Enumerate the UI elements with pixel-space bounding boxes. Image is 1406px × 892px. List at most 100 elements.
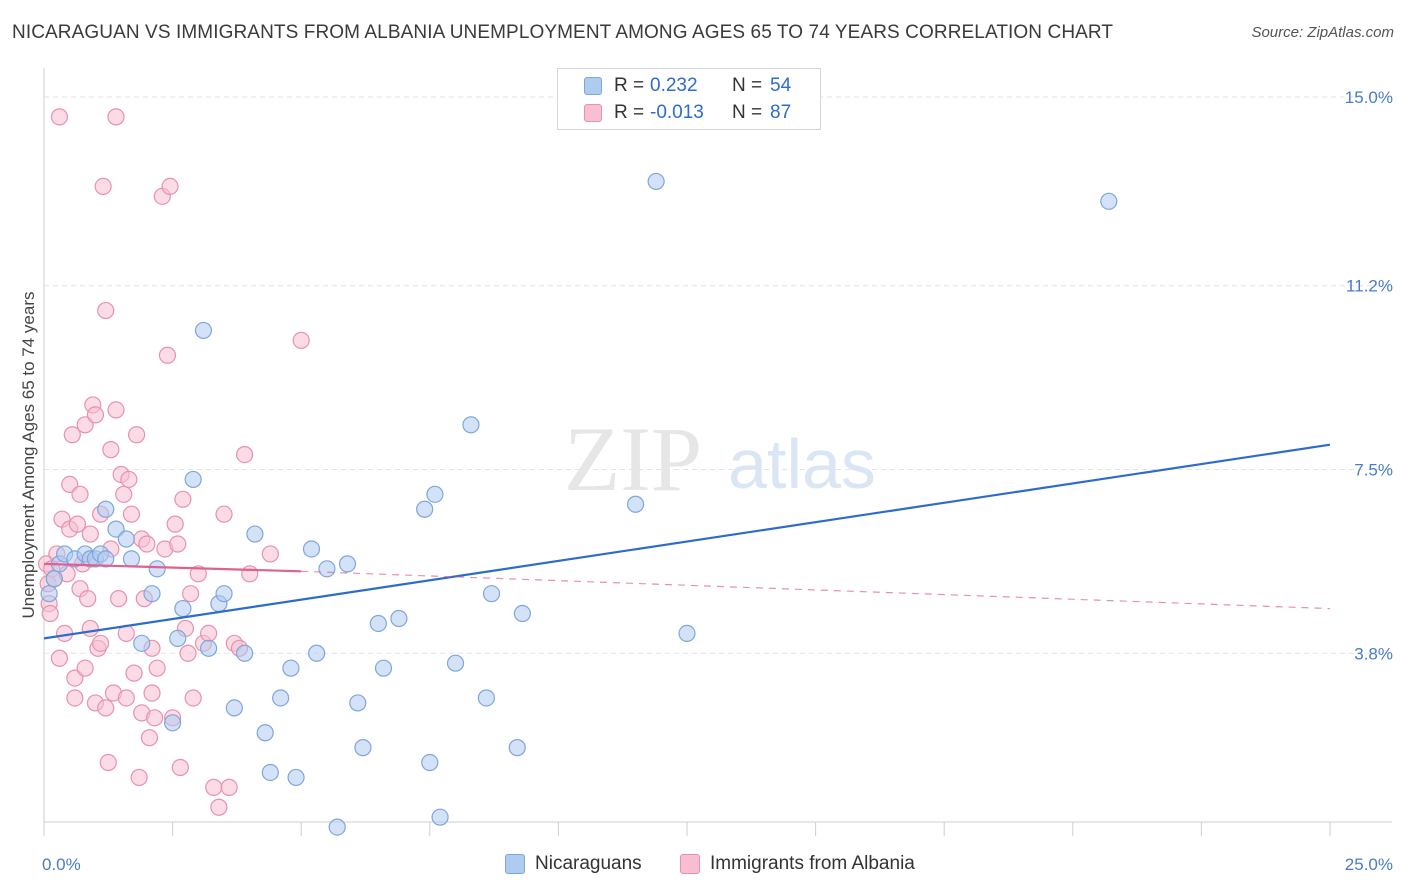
albania-point [138,535,156,553]
nicaraguan-point [318,560,336,578]
albania-point [184,689,202,707]
albania-point [76,659,94,677]
nicaraguan-point [200,639,218,657]
axis-layer [43,68,1392,836]
nicaraguan-point [122,550,141,568]
albania-point [220,778,238,796]
watermark-atlas: atlas [728,425,876,503]
albania-point [171,758,189,777]
nicaraguan-point [513,604,531,623]
albania-point [97,301,115,320]
albania-point [189,565,207,583]
y-tick-label-3: 15.0% [1345,88,1393,107]
albania-point [107,401,125,419]
nicaraguan-point [148,560,166,578]
nicaraguan-point [1100,192,1118,210]
albania-point [174,490,192,508]
albania-point [102,441,120,459]
albania-point [79,590,97,608]
legend-n-label: N = [732,102,763,123]
albania-points [37,108,310,816]
albania-point [241,565,259,583]
albania-point [127,426,146,444]
nicaraguan-point [261,763,279,782]
nicaraguan-point [184,470,202,489]
y-axis-label: Unemployment Among Ages 65 to 74 years [19,292,38,619]
nicaraguan-point [508,739,526,757]
source-credit: Source: ZipAtlas.com [1251,24,1394,41]
nicaraguan-point [236,644,254,662]
nicaraguan-points [40,172,1118,836]
watermark: ZIP atlas [564,408,876,510]
watermark-zip: ZIP [564,408,702,510]
nicaraguan-point [338,555,357,573]
nicaraguan-point [421,753,439,772]
albania-point [76,416,94,434]
legend-r-value: -0.013 [650,102,704,123]
nicaraguan-point [246,525,264,543]
nicaraguan-point [302,540,321,558]
nicaraguan-point [45,570,63,588]
nicaraguan-point [287,768,305,787]
albania-point [169,535,187,553]
nicaraguan-point [626,495,645,513]
albania-point [107,108,125,126]
albania-trend-line [43,562,302,573]
albania-point [158,346,177,364]
albania-point [166,515,184,533]
nicaraguan-point [97,550,115,568]
albania-point [41,604,59,623]
nicaraguan-point [194,321,213,340]
albania-point [66,669,84,687]
nicaraguan-point [477,689,495,707]
albania-point [215,505,233,523]
albania-point [109,590,128,608]
nicaraguan-point [169,629,187,647]
albania-point [143,684,161,702]
albania-point [120,470,138,489]
albania-point [205,778,223,796]
nicaraguan-point [272,689,290,707]
nicaraguan-point [354,739,372,757]
chart-title: NICARAGUAN VS IMMIGRANTS FROM ALBANIA UN… [12,22,1114,43]
legend-swatch-blue [505,854,525,874]
albania-point [99,753,117,772]
albania-point [117,689,135,707]
nicaraguan-point [225,699,243,717]
legend-label-albania: Immigrants from Albania [710,853,915,874]
x-tick-label-1: 25.0% [1345,855,1393,874]
albania-point [125,664,143,682]
nicaraguan-point [426,485,444,503]
legend-label-nicaraguans: Nicaraguans [535,853,642,874]
legend-r-label: R = [614,102,645,123]
nicaraguan-point [482,585,501,603]
albania-point [71,485,89,503]
nicaraguan-point [174,599,192,618]
albania-point [68,515,87,533]
albania-point [50,649,69,667]
nicaraguan-point [431,808,449,826]
nicaraguan-point [164,714,182,732]
nicaraguan-point [328,818,346,836]
albania-point [200,624,218,643]
albania-point [145,709,164,727]
nicaraguan-point [282,659,300,677]
albania-point [81,619,99,638]
albania-trend-extension [301,570,1331,610]
albania-point [161,177,179,195]
albania-point [115,485,133,503]
nicaraguan-point [349,694,367,712]
nicaraguan-point [374,659,393,677]
legend-swatch-pink [680,854,700,874]
tick-labels: 3.8% 7.5% 11.2% 15.0% 0.0% 25.0% [42,88,1393,874]
nicaraguan-point [107,520,125,538]
albania-point [261,545,279,563]
nicaraguan-point [117,530,135,548]
albania-point [66,689,84,707]
nicaraguan-point [678,624,696,643]
albania-point [179,644,197,662]
nicaraguan-point [416,500,434,518]
trend-lines [43,443,1331,640]
albania-point [91,634,110,652]
